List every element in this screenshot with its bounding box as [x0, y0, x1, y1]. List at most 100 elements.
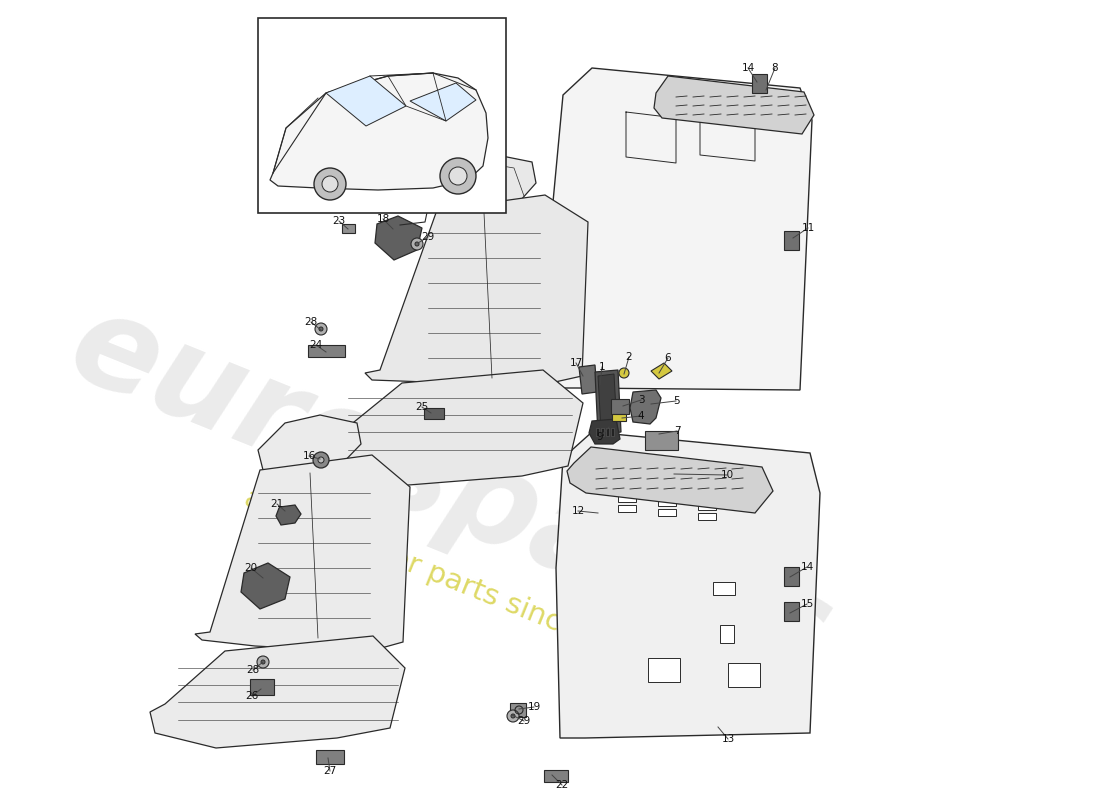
- Bar: [648, 658, 680, 682]
- Text: 6: 6: [664, 353, 671, 363]
- Circle shape: [411, 238, 424, 250]
- Circle shape: [507, 710, 519, 722]
- Bar: [720, 625, 734, 643]
- Bar: [510, 703, 526, 717]
- Circle shape: [322, 176, 338, 192]
- Text: 13: 13: [722, 734, 735, 744]
- Bar: [610, 399, 629, 414]
- Polygon shape: [365, 195, 588, 386]
- Polygon shape: [150, 636, 405, 748]
- Text: 22: 22: [556, 780, 569, 790]
- Bar: [601, 428, 604, 436]
- Text: 28: 28: [305, 317, 318, 327]
- Text: 2: 2: [626, 352, 632, 362]
- Bar: [308, 345, 345, 357]
- Polygon shape: [595, 370, 621, 435]
- Text: 28: 28: [246, 665, 260, 675]
- Bar: [645, 431, 678, 450]
- Circle shape: [261, 660, 265, 664]
- Bar: [250, 679, 274, 695]
- Text: 10: 10: [720, 470, 734, 480]
- Bar: [728, 663, 760, 687]
- Bar: [342, 224, 355, 233]
- Text: 23: 23: [332, 216, 345, 226]
- Polygon shape: [375, 216, 422, 260]
- Text: 14: 14: [741, 63, 755, 73]
- Bar: [424, 408, 444, 419]
- Polygon shape: [579, 365, 597, 394]
- Polygon shape: [566, 447, 773, 513]
- Polygon shape: [598, 374, 617, 431]
- Polygon shape: [588, 419, 620, 444]
- Text: eurospares: eurospares: [52, 281, 848, 699]
- Circle shape: [314, 168, 346, 200]
- Bar: [658, 499, 676, 506]
- Bar: [258, 18, 506, 213]
- Text: 7: 7: [673, 426, 680, 436]
- Text: 25: 25: [416, 402, 429, 412]
- Bar: [618, 495, 636, 502]
- Polygon shape: [630, 390, 661, 424]
- Polygon shape: [323, 370, 583, 486]
- Circle shape: [449, 167, 468, 185]
- Text: 12: 12: [571, 506, 584, 516]
- Text: 21: 21: [271, 499, 284, 509]
- Bar: [752, 74, 767, 93]
- Bar: [596, 428, 600, 436]
- Bar: [713, 582, 735, 595]
- Text: 29: 29: [421, 232, 434, 242]
- Polygon shape: [326, 76, 406, 126]
- Bar: [784, 231, 799, 250]
- Text: 3: 3: [638, 395, 645, 405]
- Circle shape: [314, 452, 329, 468]
- Polygon shape: [437, 155, 536, 220]
- Text: 9: 9: [596, 432, 603, 442]
- Bar: [618, 505, 636, 512]
- Text: 27: 27: [323, 766, 337, 776]
- Circle shape: [257, 656, 270, 668]
- Text: 18: 18: [376, 214, 389, 224]
- Bar: [698, 503, 716, 510]
- Circle shape: [619, 368, 629, 378]
- Circle shape: [315, 323, 327, 335]
- Bar: [784, 602, 799, 621]
- Bar: [658, 509, 676, 516]
- Text: 24: 24: [309, 340, 322, 350]
- Polygon shape: [651, 363, 672, 379]
- Bar: [612, 414, 626, 421]
- Polygon shape: [410, 83, 476, 121]
- Text: 29: 29: [517, 716, 530, 726]
- Text: 14: 14: [801, 562, 814, 572]
- Polygon shape: [654, 76, 814, 134]
- Bar: [316, 750, 344, 764]
- Text: 5: 5: [673, 396, 680, 406]
- Text: 16: 16: [302, 451, 316, 461]
- Text: 20: 20: [244, 563, 257, 573]
- Polygon shape: [553, 68, 812, 390]
- Polygon shape: [556, 432, 820, 738]
- Polygon shape: [270, 73, 488, 190]
- Text: 8: 8: [772, 63, 779, 73]
- Text: 17: 17: [570, 358, 583, 368]
- Polygon shape: [241, 563, 290, 609]
- Polygon shape: [195, 455, 410, 652]
- Text: 26: 26: [245, 691, 258, 701]
- Bar: [606, 428, 609, 436]
- Bar: [610, 428, 614, 436]
- Circle shape: [415, 242, 419, 246]
- Circle shape: [319, 327, 323, 331]
- Circle shape: [318, 457, 324, 463]
- Text: 19: 19: [527, 702, 540, 712]
- Bar: [544, 770, 568, 782]
- Polygon shape: [276, 505, 301, 525]
- Polygon shape: [258, 415, 361, 480]
- Text: 15: 15: [801, 599, 814, 609]
- Text: 1: 1: [598, 362, 605, 372]
- Circle shape: [440, 158, 476, 194]
- Bar: [784, 567, 799, 586]
- Circle shape: [512, 714, 515, 718]
- Text: 11: 11: [802, 223, 815, 233]
- Text: a passion for parts since 1985: a passion for parts since 1985: [241, 485, 660, 675]
- Bar: [698, 513, 716, 520]
- Text: 4: 4: [638, 411, 645, 421]
